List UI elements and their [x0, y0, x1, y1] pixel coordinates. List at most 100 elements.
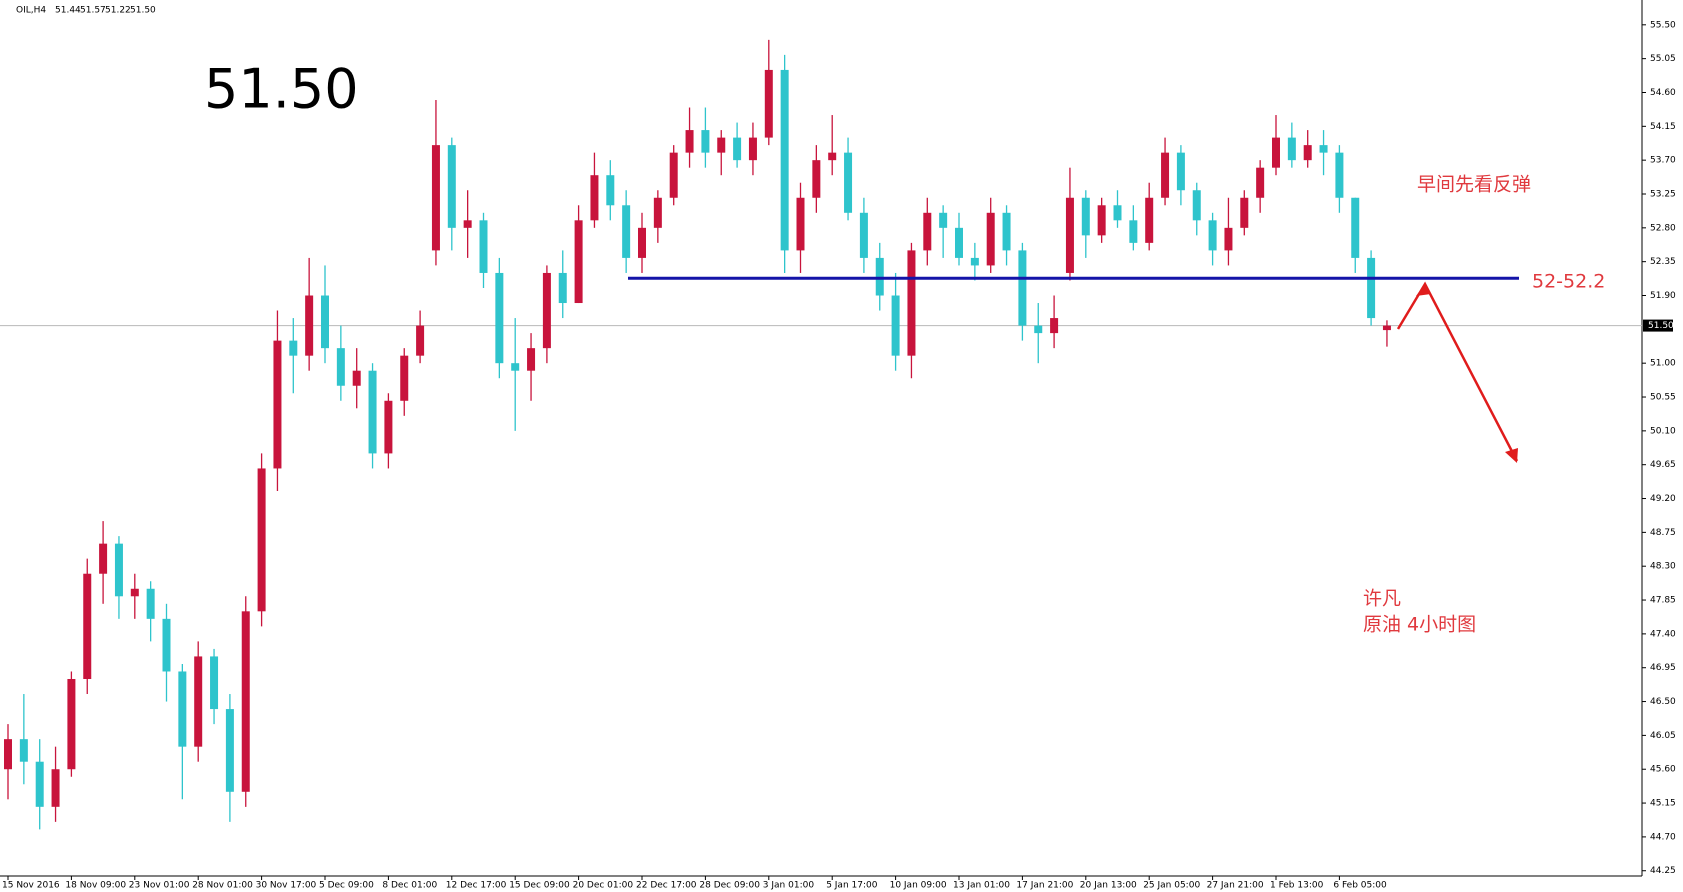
- y-tick-label: 50.55: [1650, 393, 1676, 403]
- x-tick-label: 1 Feb 13:00: [1270, 881, 1324, 891]
- candle-body: [1018, 250, 1027, 326]
- candle-body: [907, 250, 916, 356]
- candle-body: [1050, 318, 1059, 334]
- y-tick-label: 45.15: [1650, 799, 1676, 809]
- candle-body: [1382, 325, 1391, 331]
- candle-body: [685, 130, 694, 153]
- candle-body: [558, 272, 567, 304]
- candle-body: [733, 137, 742, 161]
- x-tick-label: 27 Jan 21:00: [1207, 881, 1264, 891]
- candle-body: [1208, 220, 1217, 251]
- candle-body: [955, 227, 963, 258]
- candle-body: [1113, 205, 1122, 221]
- candle-body: [1319, 145, 1328, 153]
- candle-body: [1145, 197, 1154, 243]
- candle-body: [527, 348, 536, 371]
- candle-body: [1303, 145, 1312, 161]
- candle-body: [1161, 152, 1170, 198]
- candle-body: [542, 272, 551, 349]
- candle-body: [1097, 205, 1106, 236]
- header-low: 51.22: [105, 6, 131, 16]
- candle-body: [51, 769, 60, 807]
- candle-body: [1002, 212, 1011, 251]
- candle-body: [1351, 197, 1360, 258]
- x-tick-label: 8 Dec 01:00: [382, 881, 437, 891]
- candle-body: [844, 152, 853, 213]
- x-tick-label: 28 Nov 01:00: [192, 881, 253, 891]
- x-tick-label: 13 Jan 01:00: [953, 881, 1010, 891]
- candle-body: [1287, 137, 1296, 161]
- x-tick-label: 30 Nov 17:00: [256, 881, 317, 891]
- y-tick-label: 53.25: [1650, 189, 1676, 199]
- candle-body: [194, 656, 203, 747]
- y-tick-label: 45.60: [1650, 765, 1676, 775]
- y-tick-label: 51.90: [1650, 291, 1676, 301]
- candle-body: [178, 671, 187, 747]
- candle-body: [130, 588, 139, 597]
- candle-body: [574, 220, 583, 304]
- candle-body: [780, 69, 789, 251]
- header-close: 51.50: [130, 6, 156, 16]
- candle-body: [225, 709, 234, 792]
- candle-body: [1272, 137, 1280, 168]
- candle-body: [352, 370, 361, 386]
- candle-body: [1192, 190, 1201, 221]
- x-tick-label: 18 Nov 09:00: [65, 881, 126, 891]
- candle-body: [1224, 227, 1233, 251]
- candle-body: [336, 348, 345, 386]
- candle-body: [1065, 197, 1074, 273]
- candle-body: [146, 588, 155, 619]
- candle-body: [114, 543, 123, 597]
- candle-body: [368, 370, 377, 454]
- y-tick-label: 49.65: [1650, 460, 1676, 470]
- header-open: 51.44: [55, 6, 81, 16]
- candle-body: [416, 325, 425, 356]
- x-tick-label: 20 Dec 01:00: [573, 881, 634, 891]
- candle-body: [859, 212, 868, 258]
- candle-body: [590, 175, 599, 221]
- candle-body: [479, 220, 488, 273]
- candle-body: [99, 543, 108, 574]
- candle-body: [748, 137, 757, 161]
- candle-body: [986, 212, 995, 266]
- caption: 原油 4小时图: [1363, 614, 1476, 636]
- y-tick-label: 52.35: [1650, 257, 1676, 267]
- y-tick-label: 48.30: [1650, 562, 1676, 572]
- candle-body: [653, 197, 662, 228]
- candle-body: [321, 295, 329, 349]
- candle-body: [1367, 257, 1376, 319]
- y-tick-label: 46.50: [1650, 697, 1676, 707]
- candle-body: [511, 363, 520, 371]
- candle-body: [669, 152, 678, 198]
- candle-body: [241, 611, 250, 792]
- y-tick-label: 51.00: [1650, 359, 1676, 369]
- candle-body: [463, 220, 472, 228]
- current-price-label: 51.50: [1648, 321, 1674, 331]
- symbol: OIL,H4: [16, 6, 46, 16]
- candle-body: [796, 197, 805, 251]
- candle-body: [1129, 220, 1138, 243]
- y-tick-label: 44.25: [1650, 866, 1676, 876]
- candle-body: [495, 272, 504, 364]
- candle-body: [83, 573, 92, 679]
- x-tick-label: 20 Jan 13:00: [1080, 881, 1137, 891]
- y-tick-label: 47.40: [1650, 629, 1676, 639]
- y-tick-label: 54.15: [1650, 122, 1676, 132]
- candle-body: [1034, 325, 1043, 334]
- y-tick-label: 44.70: [1650, 832, 1676, 842]
- candle-body: [875, 257, 884, 296]
- candle-body: [305, 295, 314, 356]
- x-tick-label: 5 Dec 09:00: [319, 881, 374, 891]
- candle-body: [701, 130, 710, 153]
- candle-body: [67, 678, 76, 770]
- x-tick-label: 28 Dec 09:00: [699, 881, 760, 891]
- x-tick-label: 5 Jan 17:00: [826, 881, 878, 891]
- candle-body: [1081, 197, 1090, 236]
- candle-body: [400, 355, 409, 401]
- candle-body: [1176, 152, 1185, 191]
- candle-body: [384, 400, 393, 454]
- candle-body: [257, 468, 266, 612]
- candle-body: [19, 739, 28, 762]
